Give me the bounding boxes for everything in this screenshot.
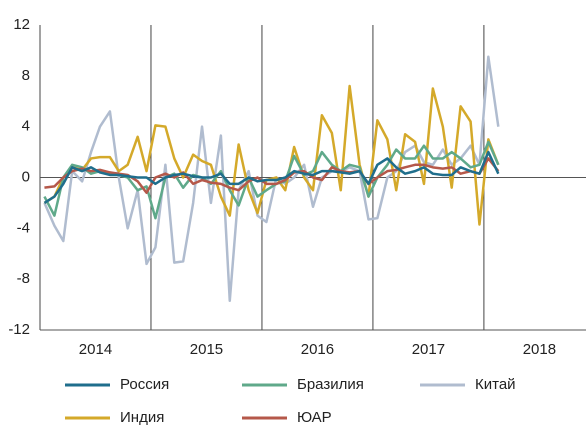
x-tick-label: 2014 (79, 341, 112, 358)
y-tick-label: -8 (17, 270, 30, 287)
series-line (44, 157, 500, 194)
x-tick-label: 2017 (412, 341, 445, 358)
x-tick-label: 2018 (523, 341, 556, 358)
legend-label: Индия (120, 409, 164, 426)
x-tick-label: 2015 (190, 341, 223, 358)
legend-label: Россия (120, 376, 169, 393)
legend-label: Бразилия (297, 376, 364, 393)
y-tick-label: 4 (22, 118, 30, 135)
series-line (43, 84, 500, 226)
y-tick-label: 8 (22, 67, 30, 84)
legend-label: Китай (475, 376, 516, 393)
x-tick-label: 2016 (301, 341, 334, 358)
series-line (43, 150, 500, 204)
y-tick-label: 12 (13, 16, 30, 33)
y-tick-label: -12 (8, 321, 30, 338)
y-tick-label: -4 (17, 219, 30, 236)
y-tick-label: 0 (22, 168, 30, 185)
legend-label: ЮАР (297, 409, 332, 426)
series-line (43, 55, 500, 303)
